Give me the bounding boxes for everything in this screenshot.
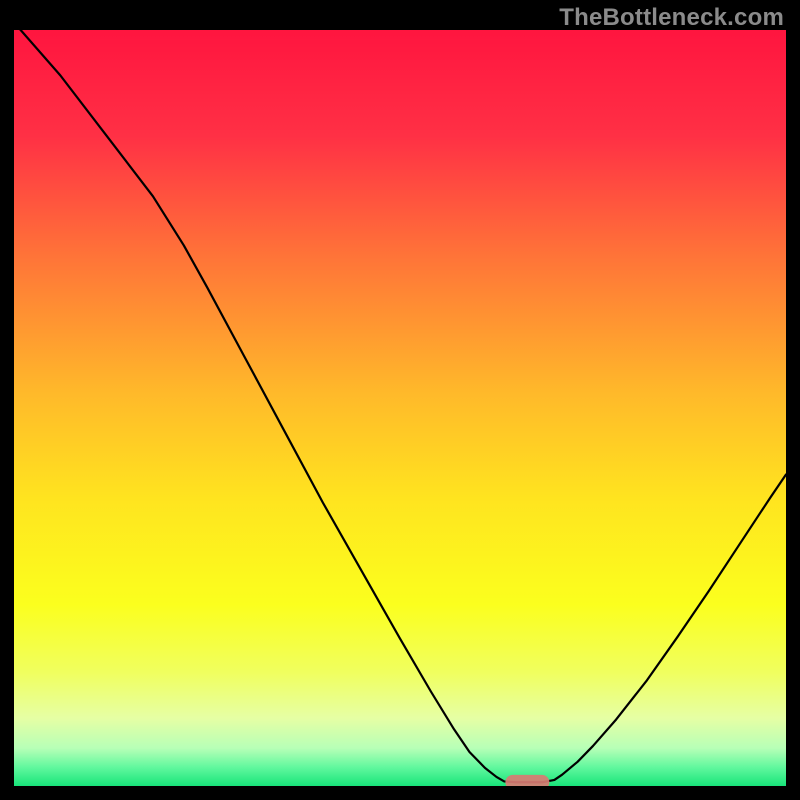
chart-canvas: TheBottleneck.com: [0, 0, 800, 800]
curve-layer: [14, 30, 786, 786]
plot-area: [14, 30, 786, 786]
optimal-marker: [506, 775, 549, 786]
frame-bottom: [0, 786, 800, 800]
bottleneck-curve: [14, 30, 786, 782]
frame-right: [786, 0, 800, 800]
frame-left: [0, 0, 14, 800]
watermark-text: TheBottleneck.com: [559, 4, 784, 32]
